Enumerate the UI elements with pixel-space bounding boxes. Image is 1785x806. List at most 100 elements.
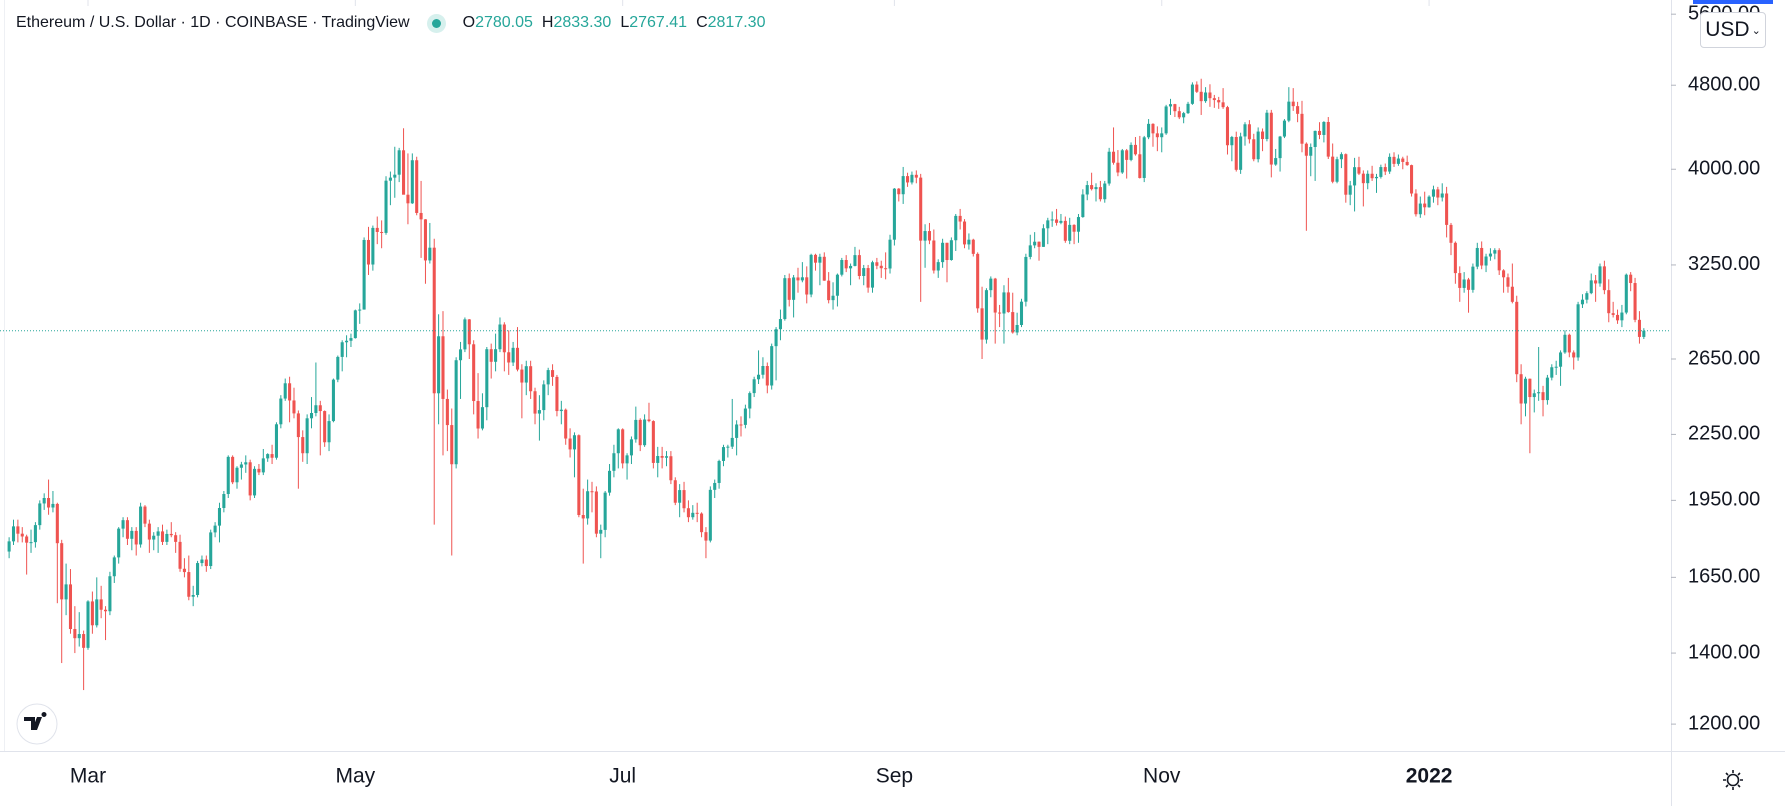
- candle-body: [1055, 219, 1059, 223]
- candle-body: [1633, 283, 1637, 320]
- candle-body: [196, 563, 200, 596]
- candle-body: [1225, 107, 1230, 146]
- candle-body: [1388, 156, 1392, 172]
- candle-body: [954, 215, 958, 241]
- candle-body: [178, 541, 182, 569]
- candle-body: [1431, 189, 1435, 197]
- candle-body: [1620, 312, 1624, 321]
- candle-body: [923, 231, 927, 241]
- candle-body: [1611, 313, 1615, 315]
- candle-body: [892, 188, 896, 240]
- candle-body: [989, 278, 993, 291]
- candle-body: [502, 324, 506, 353]
- candle-body: [1182, 113, 1186, 118]
- candle-body: [765, 366, 769, 386]
- candle-body: [594, 491, 598, 534]
- candle-body: [432, 247, 436, 394]
- settings-icon[interactable]: [1723, 770, 1743, 790]
- candle-body: [428, 247, 432, 261]
- y-tick-label: 1650.00: [1688, 566, 1760, 588]
- candle-body: [796, 277, 800, 281]
- candle-body: [1243, 124, 1247, 137]
- ohlc-label: C: [696, 14, 708, 31]
- candle-body: [345, 340, 349, 343]
- candle-body: [314, 405, 318, 414]
- candle-body: [1173, 104, 1177, 112]
- candle-body: [559, 409, 563, 412]
- candle-body: [1309, 146, 1313, 156]
- candle-body: [1085, 185, 1089, 195]
- candle-body: [1506, 277, 1510, 287]
- candle-body: [932, 240, 936, 271]
- candle-body: [511, 347, 515, 363]
- candle-body: [1265, 112, 1269, 140]
- candle-body: [1484, 256, 1488, 266]
- candle-body: [555, 376, 559, 412]
- candle-body: [1046, 220, 1050, 229]
- candle-body: [586, 491, 590, 519]
- candle-body: [704, 532, 708, 541]
- candle-body: [1247, 124, 1251, 140]
- candle-body: [993, 278, 997, 313]
- candle-body: [1094, 187, 1098, 190]
- candle-body: [1405, 161, 1409, 166]
- candle-body: [380, 231, 384, 233]
- candle-body: [1142, 137, 1146, 178]
- candle-body: [1585, 293, 1589, 300]
- candle-body: [805, 277, 809, 295]
- candle-body: [919, 177, 923, 241]
- candle-body: [717, 460, 721, 483]
- candle-body: [1427, 196, 1431, 208]
- candle-body: [1195, 84, 1199, 92]
- candle-body: [1436, 189, 1440, 198]
- candle-body: [331, 379, 335, 422]
- candle-body: [476, 401, 480, 429]
- candle-body: [1523, 378, 1528, 404]
- x-tick-label: Jul: [609, 765, 636, 788]
- currency-button[interactable]: USD: [1700, 12, 1766, 48]
- candle-body: [629, 439, 633, 456]
- candle-body: [831, 295, 835, 301]
- candle-body: [209, 532, 213, 567]
- candle-body: [542, 384, 546, 411]
- candle-body: [967, 239, 971, 245]
- candle-body: [90, 601, 94, 626]
- candle-body: [1081, 194, 1085, 218]
- candle-body: [844, 260, 848, 269]
- candle-body: [1147, 123, 1151, 138]
- candle-body: [358, 309, 362, 311]
- candle-body: [253, 468, 257, 496]
- candle-body: [669, 456, 673, 481]
- candle-body: [1278, 136, 1282, 159]
- candle-body: [603, 492, 607, 530]
- candle-body: [1401, 158, 1405, 162]
- candle-body: [1471, 266, 1475, 290]
- candle-body: [1379, 167, 1383, 177]
- candle-body: [1615, 314, 1620, 321]
- candle-body: [1502, 270, 1506, 278]
- candle-body: [866, 268, 870, 288]
- candle-body: [349, 338, 353, 341]
- ohlc-value: 2780.05: [475, 14, 533, 31]
- candle-body: [384, 180, 388, 233]
- candle-body: [1212, 98, 1216, 101]
- candle-body: [95, 599, 99, 626]
- candle-body: [375, 227, 379, 232]
- candle-body: [1256, 131, 1260, 160]
- candle-body: [1234, 136, 1238, 170]
- candle-body: [1019, 301, 1024, 325]
- candle-body: [366, 239, 371, 265]
- candle-body: [1160, 133, 1164, 138]
- candle-body: [1116, 162, 1120, 173]
- candle-body: [1445, 193, 1449, 225]
- candle-body: [1357, 167, 1361, 174]
- candle-body: [82, 634, 86, 648]
- candle-body: [1002, 292, 1006, 314]
- candle-body: [11, 526, 16, 542]
- candle-body: [787, 278, 791, 300]
- candle-body: [160, 531, 165, 542]
- candle-body: [1063, 220, 1067, 241]
- candle-body: [165, 533, 169, 542]
- candle-body: [458, 349, 463, 361]
